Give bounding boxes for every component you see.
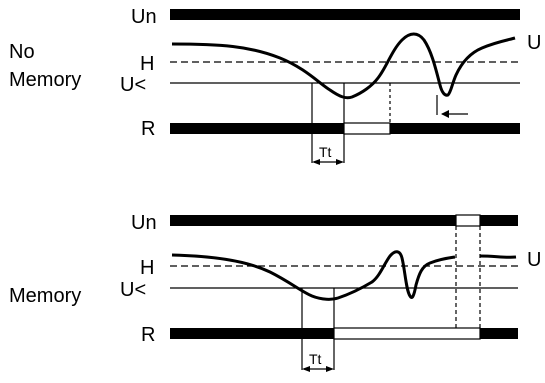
voltage-curve-label: U <box>527 249 541 271</box>
memory-panel: Memory Un H U< U R Tt <box>9 212 541 372</box>
relay-bar-off <box>333 327 481 340</box>
voltage-curve-part-1 <box>171 250 456 301</box>
no-memory-label-line2: Memory <box>9 69 81 91</box>
time-delay-label: Tt <box>319 144 332 160</box>
time-delay-label: Tt <box>309 351 322 367</box>
supply-voltage-label: Un <box>131 6 157 28</box>
tt-arrow-left <box>312 159 320 165</box>
tt-arrow-right <box>326 366 334 372</box>
hysteresis-label: H <box>140 257 154 279</box>
relay-label: R <box>141 118 155 140</box>
tt-arrow-left <box>302 366 310 372</box>
relay-bar-on-2 <box>480 328 518 339</box>
relay-label: R <box>141 324 155 346</box>
voltage-curve <box>171 32 516 100</box>
hysteresis-label: H <box>140 53 154 75</box>
relay-bar-on-2 <box>390 123 520 134</box>
supply-voltage-label: Un <box>131 212 157 234</box>
supply-voltage-bar-1 <box>170 215 456 226</box>
tt-arrow-right <box>336 159 344 165</box>
undervoltage-threshold-label: U< <box>120 279 146 301</box>
no-memory-label-line1: No <box>9 41 35 63</box>
voltage-curve-label: U <box>527 32 541 54</box>
undervoltage-threshold-label: U< <box>120 74 146 96</box>
relay-bar-on-1 <box>170 328 334 339</box>
relay-bar-on-1 <box>170 123 344 134</box>
no-memory-panel: No Memory Un H U< U R Tt <box>9 6 541 165</box>
supply-voltage-bar <box>170 9 520 20</box>
supply-voltage-bar-2 <box>480 215 518 226</box>
memory-label: Memory <box>9 285 81 307</box>
supply-interruption <box>455 214 481 227</box>
relay-bar-off <box>343 122 391 135</box>
voltage-curve-part-2 <box>479 254 517 259</box>
